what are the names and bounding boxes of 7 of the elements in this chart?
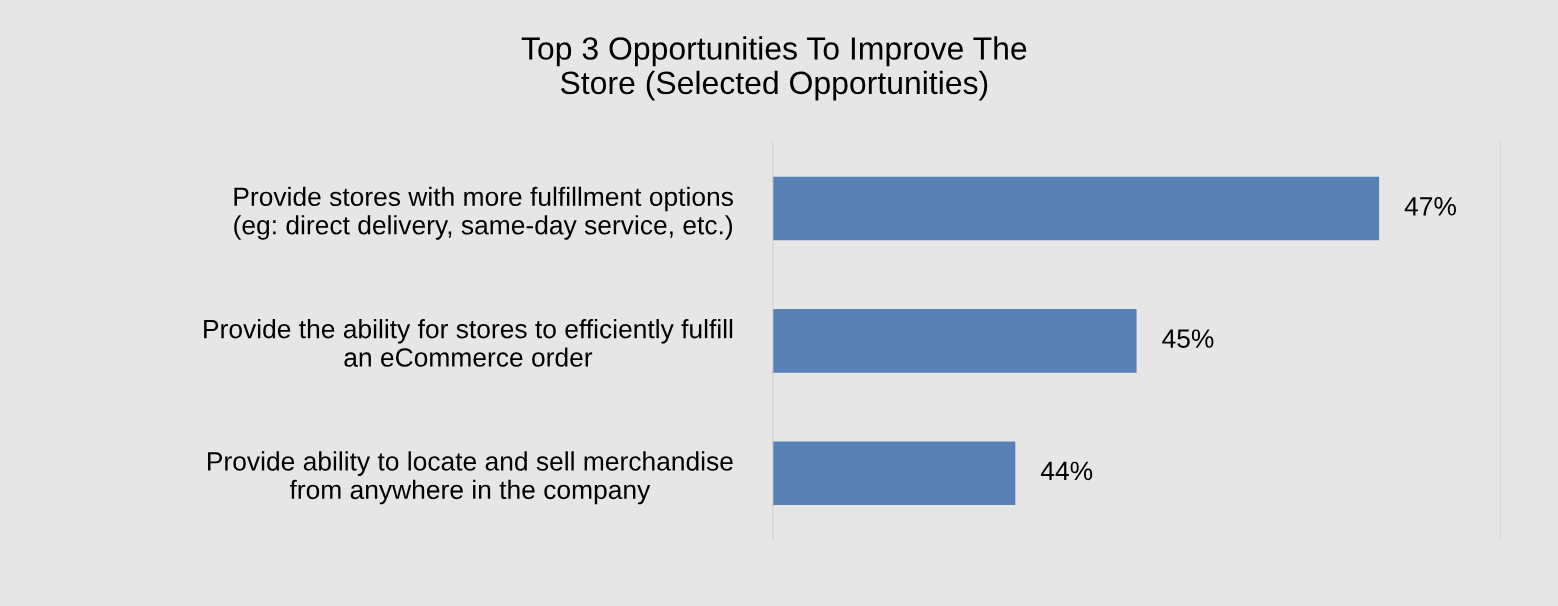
- data-label: 44%: [1040, 461, 1093, 481]
- y-tick-label: Provide ability to locate and sell merchandise from anywhere in the company: [208, 451, 733, 505]
- data-label: 45%: [1162, 329, 1214, 348]
- data-label: 47%: [1404, 197, 1456, 216]
- y-tick-label: Provide the ability for stores to efficiently fulfill an eCommerce order: [204, 319, 733, 367]
- chart-title: Top 3 Opportunities To Improve The Store (Selected Opportunities): [521, 36, 1027, 101]
- y-tick-label: Provide stores with more fulfillment options (eg: direct delivery, same-day service, etc.): [234, 186, 733, 240]
